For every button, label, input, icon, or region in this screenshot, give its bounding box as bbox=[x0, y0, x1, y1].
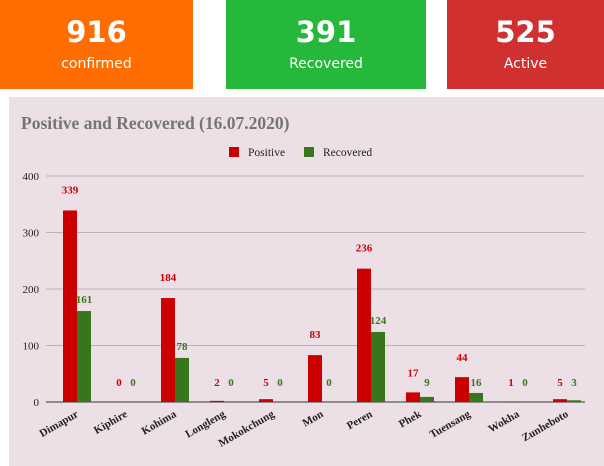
x-tick-label: Peren bbox=[345, 408, 375, 432]
x-tick-label: Mon bbox=[300, 408, 325, 429]
x-tick-label: Tuensang bbox=[428, 408, 473, 441]
y-tick-label: 200 bbox=[23, 284, 40, 296]
x-tick-label: Mokokchung bbox=[216, 408, 276, 450]
legend-label-positive: Positive bbox=[248, 147, 285, 159]
data-label-positive: 5 bbox=[263, 377, 269, 389]
bar-recovered bbox=[175, 357, 189, 402]
bar-positive bbox=[504, 401, 518, 402]
data-label-recovered: 78 bbox=[177, 341, 189, 353]
legend-label-recovered: Recovered bbox=[323, 147, 372, 159]
legend-swatch-positive bbox=[229, 147, 239, 157]
legend-swatch-recovered bbox=[304, 147, 314, 157]
bar-recovered bbox=[469, 392, 483, 402]
chart-gridlines bbox=[46, 175, 585, 403]
data-label-recovered: 124 bbox=[370, 315, 387, 327]
chart-title: Positive and Recovered (16.07.2020) bbox=[21, 113, 290, 133]
recovered-count: 391 bbox=[295, 15, 357, 49]
bar-positive bbox=[63, 210, 77, 402]
data-label-positive: 2 bbox=[214, 377, 220, 389]
data-label-recovered: 16 bbox=[471, 377, 483, 389]
x-tick-label: Zunheboto bbox=[520, 408, 571, 444]
data-label-recovered: 3 bbox=[571, 377, 577, 389]
y-tick-label: 300 bbox=[23, 228, 40, 240]
x-tick-label: Dimapur bbox=[37, 408, 80, 440]
data-label-recovered: 0 bbox=[326, 377, 332, 389]
data-label-recovered: 0 bbox=[277, 377, 283, 389]
confirmed-label: confirmed bbox=[61, 56, 132, 72]
x-tick-label: Wokha bbox=[486, 408, 522, 435]
x-tick-label: Kiphire bbox=[92, 408, 130, 437]
data-label-positive: 44 bbox=[457, 352, 469, 364]
confirmed-count: 916 bbox=[66, 15, 127, 49]
data-label-recovered: 161 bbox=[76, 294, 93, 306]
data-label-positive: 339 bbox=[62, 184, 79, 196]
active-card: 525 Active bbox=[447, 0, 604, 89]
bar-recovered bbox=[420, 396, 434, 402]
bar-positive bbox=[406, 392, 420, 402]
data-label-positive: 83 bbox=[310, 329, 322, 341]
bar-positive bbox=[210, 400, 224, 402]
bar-positive bbox=[455, 377, 469, 402]
chart-legend: Positive Recovered bbox=[229, 147, 372, 159]
data-label-recovered: 0 bbox=[130, 377, 136, 389]
data-label-positive: 236 bbox=[356, 243, 373, 255]
chart-panel: Positive and Recovered (16.07.2020) Posi… bbox=[9, 97, 604, 466]
recovered-card: 391 Recovered bbox=[226, 0, 426, 89]
bar-recovered bbox=[567, 400, 581, 402]
bar-chart: Positive and Recovered (16.07.2020) Posi… bbox=[21, 113, 585, 450]
y-tick-label: 100 bbox=[23, 341, 40, 353]
data-label-recovered: 0 bbox=[522, 377, 528, 389]
y-axis: 0 100 200 300 400 bbox=[23, 171, 40, 409]
recovered-label: Recovered bbox=[289, 56, 363, 72]
bar-positive bbox=[161, 298, 175, 402]
data-label-positive: 0 bbox=[116, 377, 122, 389]
x-tick-label: Kohima bbox=[140, 408, 179, 438]
data-label-positive: 1 bbox=[508, 377, 514, 389]
bar-recovered bbox=[77, 311, 91, 402]
y-tick-label: 400 bbox=[23, 171, 40, 183]
data-label-recovered: 0 bbox=[228, 377, 234, 389]
y-tick-label: 0 bbox=[34, 397, 40, 409]
chart-bars bbox=[63, 210, 581, 402]
active-label: Active bbox=[503, 56, 548, 72]
data-label-positive: 5 bbox=[557, 377, 563, 389]
bar-positive bbox=[308, 355, 322, 402]
data-label-recovered: 9 bbox=[424, 377, 430, 389]
data-label-positive: 17 bbox=[408, 367, 420, 379]
x-tick-label: Phek bbox=[397, 408, 424, 431]
bar-positive bbox=[553, 399, 567, 402]
active-count: 525 bbox=[495, 15, 556, 49]
data-label-positive: 184 bbox=[160, 272, 177, 284]
confirmed-card: 916 confirmed bbox=[0, 0, 193, 89]
bar-recovered bbox=[371, 331, 385, 402]
bar-positive bbox=[357, 268, 371, 402]
bar-positive bbox=[259, 399, 273, 402]
